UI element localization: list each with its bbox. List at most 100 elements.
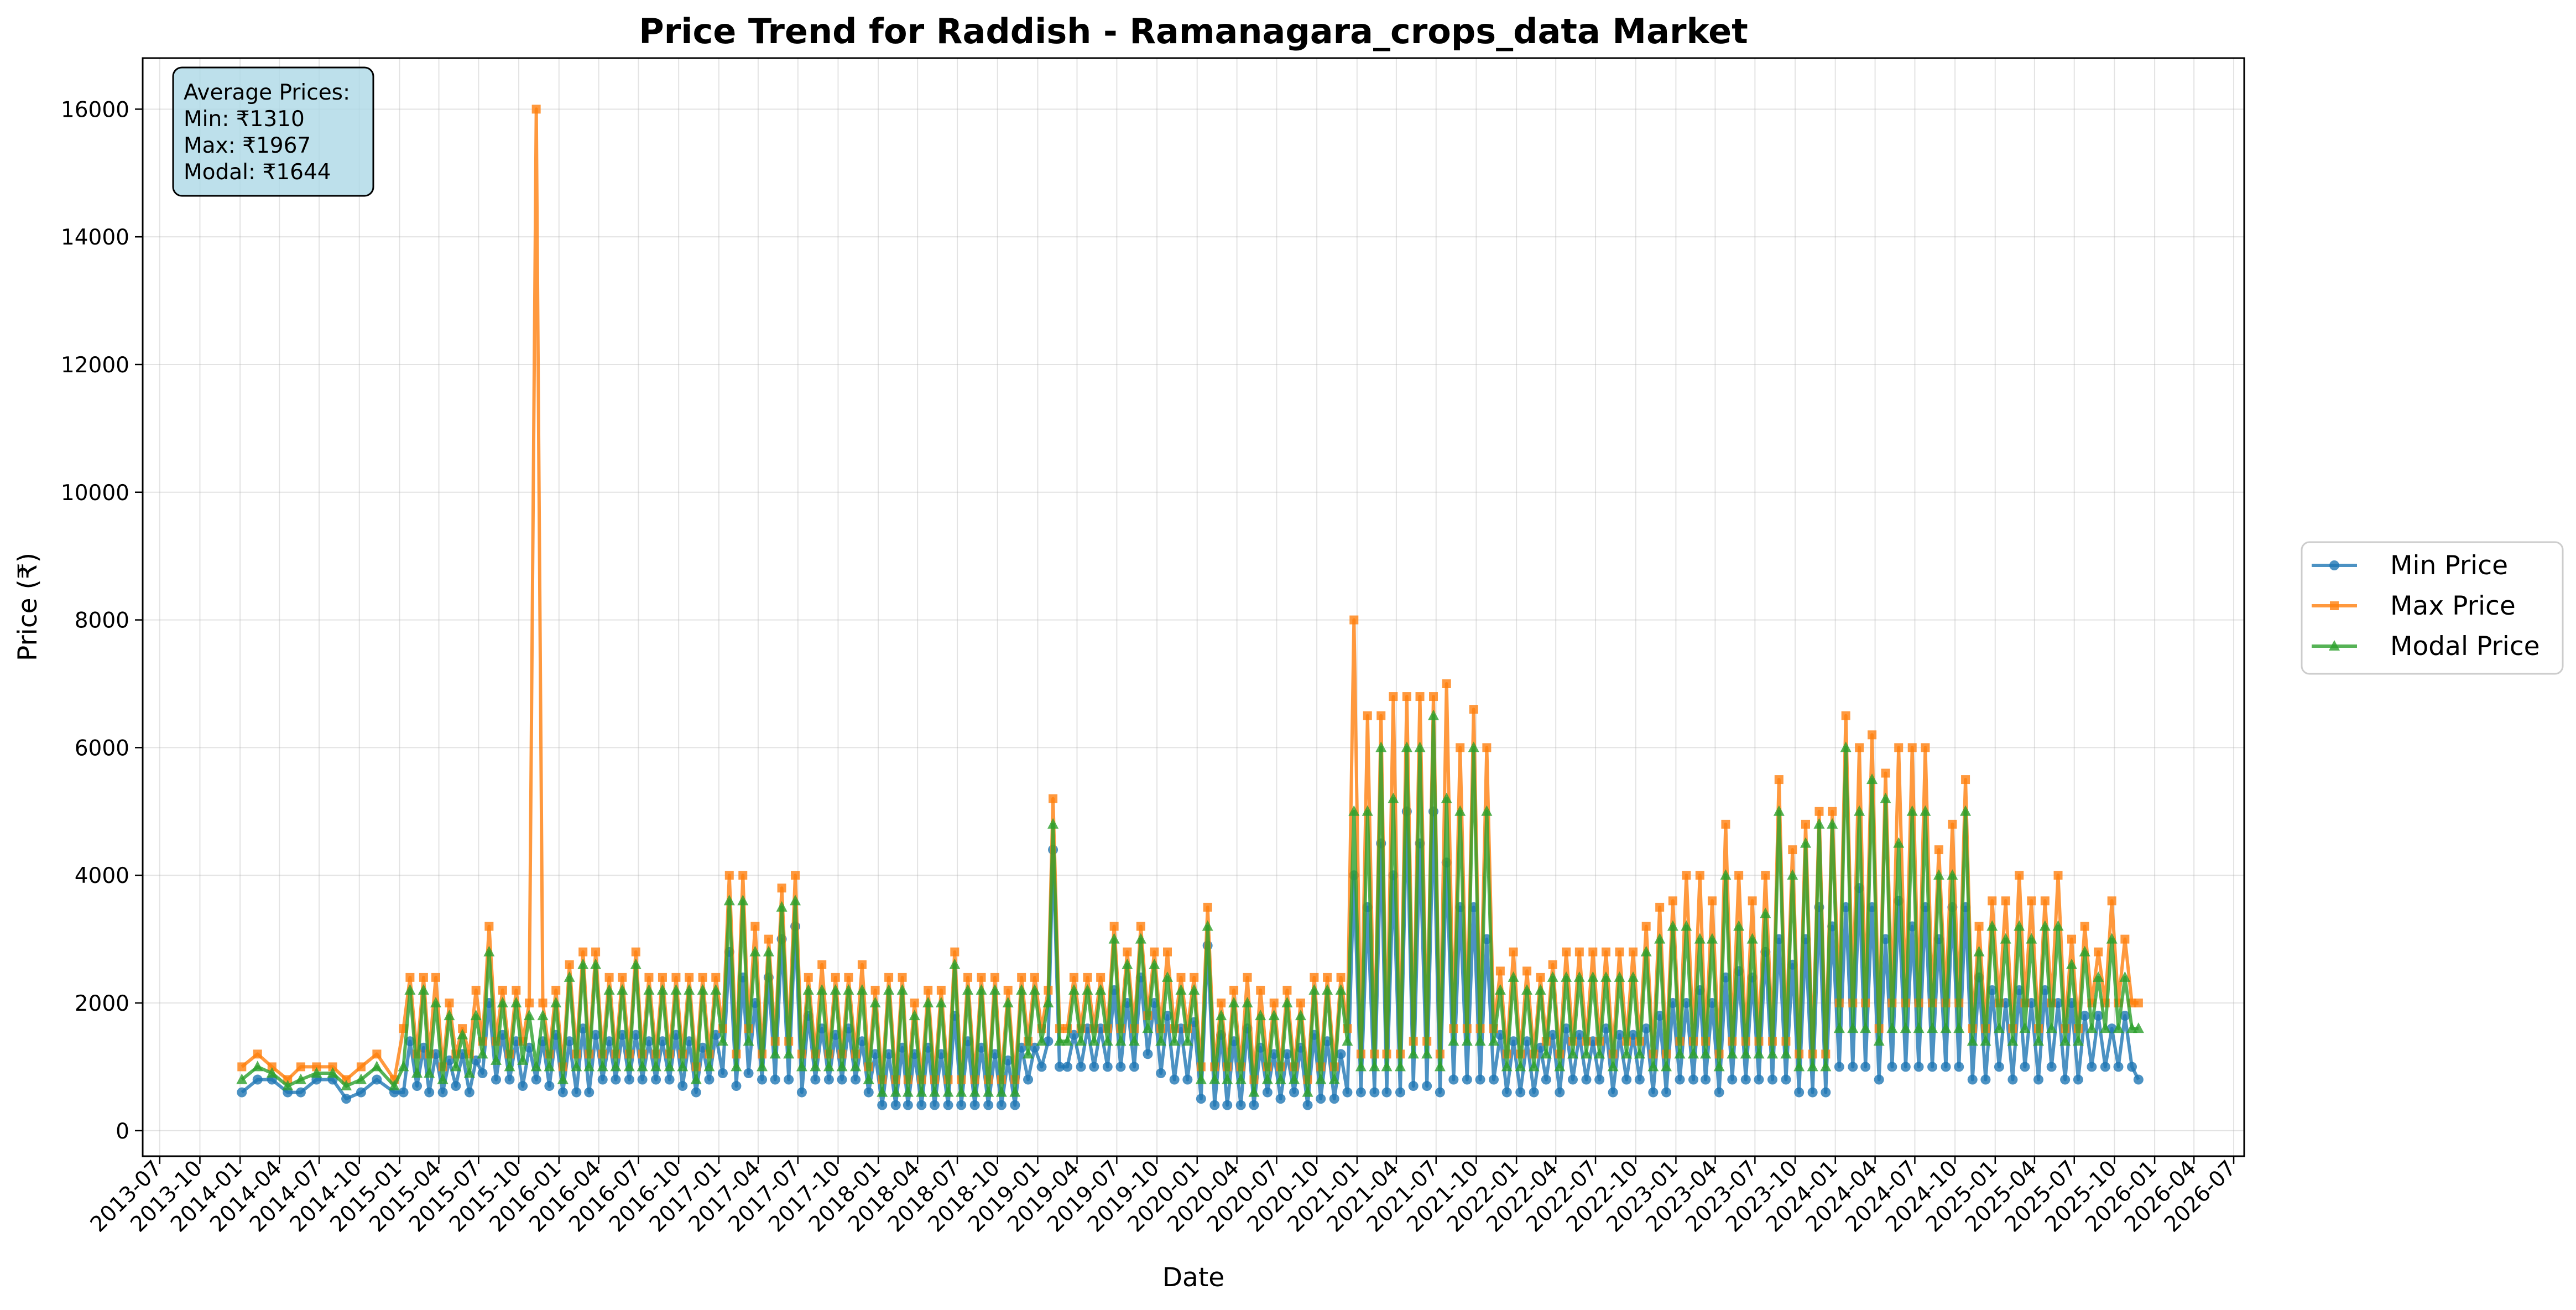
max-price-point [1641,922,1651,931]
max-price-point [1562,947,1571,956]
modal-price-point [935,997,947,1008]
modal-price-point [1547,971,1558,982]
min-price-point [356,1087,366,1098]
modal-price-point [1773,805,1785,816]
min-price-point [1887,1062,1897,1072]
modal-price-point [418,984,429,995]
modal-price-point [823,1061,835,1072]
modal-price-point [1075,1035,1087,1046]
max-price-point [1788,845,1797,855]
modal-price-point [1746,933,1758,944]
min-price-point [1994,1062,2004,1072]
modal-price-point [1268,1010,1280,1021]
modal-price-point [544,1061,555,1072]
modal-price-point [883,984,895,995]
max-price-point [512,985,521,995]
modal-price-point [1275,1073,1286,1084]
modal-price-point [1733,920,1745,931]
max-price-point [531,105,541,114]
modal-price-point [1142,1022,1154,1033]
max-price-point [1868,730,1877,740]
modal-price-point [497,997,508,1008]
average-prices-box: Average Prices: Min: ₹1310 Max: ₹1967 Mo… [172,66,374,197]
y-tick-label: 10000 [61,481,129,506]
max-price-point [644,973,654,982]
series-layer [236,105,2144,1110]
modal-price-point [1800,837,1811,848]
max-price-point [898,973,907,982]
min-price-point [630,1030,641,1040]
max-price-point [1243,973,1252,982]
min-price-point [1209,1100,1220,1110]
modal-price-point [1927,1022,1938,1033]
min-price-point [1860,1062,1871,1072]
max-price-point [1814,807,1824,816]
modal-price-point [1016,984,1028,995]
min-price-point [531,1074,541,1085]
modal-price-point [1315,1073,1327,1084]
modal-price-point [956,1086,967,1097]
max-price-point [1176,973,1186,982]
modal-price-point [1369,1061,1380,1072]
max-price-point [431,973,440,982]
modal-price-point [2099,1022,2111,1033]
modal-price-point [690,1073,702,1084]
max-price-point [1323,973,1332,982]
modal-price-point [463,1067,475,1078]
modal-price-point [1674,1048,1686,1059]
min-price-point [1714,1087,1724,1098]
max-price-point [2120,934,2130,944]
modal-price-point [327,1067,338,1078]
min-price-point [2060,1074,2071,1085]
max-price-point [2107,896,2116,906]
modal-price-point [684,984,695,995]
max-price-point [253,1049,262,1059]
modal-price-point [1694,933,1706,944]
modal-price-point [802,984,814,995]
modal-price-point [1348,805,1360,816]
modal-price-point [1780,1048,1792,1059]
chart-title: Price Trend for Raddish - Ramanagara_cro… [639,11,1748,51]
modal-price-point [1807,1061,1818,1072]
max-price-point [604,973,614,982]
modal-price-point [1681,920,1692,931]
modal-price-point [1753,1048,1765,1059]
modal-price-point [763,945,774,956]
modal-price-point [1893,837,1905,848]
legend-item-min-price: Min Price [2312,550,2508,581]
modal-price-point [1149,958,1160,969]
modal-price-point [371,1061,383,1072]
modal-price-point [1847,1022,1859,1033]
min-price-point [810,1074,821,1085]
modal-price-point [1508,971,1519,982]
min-price-point [1927,1062,1938,1072]
min-price-point [398,1087,409,1098]
max-price-point [738,871,748,880]
min-price-point [1567,1074,1578,1085]
min-price-point [717,1068,728,1078]
modal-price-point [1216,1010,1227,1021]
modal-price-point [295,1073,306,1084]
modal-price-point [816,984,828,995]
max-price-point [711,973,721,982]
modal-price-point [1854,805,1865,816]
min-price-point [1648,1087,1659,1098]
modal-price-point [2093,971,2104,982]
modal-price-point [1155,1035,1167,1046]
min-price-point [1355,1087,1366,1098]
min-price-point [1767,1074,1777,1085]
modal-price-point [877,1086,888,1097]
min-price-point [1196,1094,1206,1104]
modal-price-point [1029,984,1040,995]
min-price-point [1727,1074,1738,1085]
modal-price-point [664,1061,675,1072]
modal-price-point [1554,1061,1566,1072]
modal-price-point [1295,1010,1306,1021]
min-price-point [1342,1087,1353,1098]
modal-price-point [1375,741,1387,752]
max-price-point [1109,922,1119,931]
min-price-point [916,1100,927,1110]
modal-price-point [1394,1061,1406,1072]
max-price-point [1030,973,1039,982]
